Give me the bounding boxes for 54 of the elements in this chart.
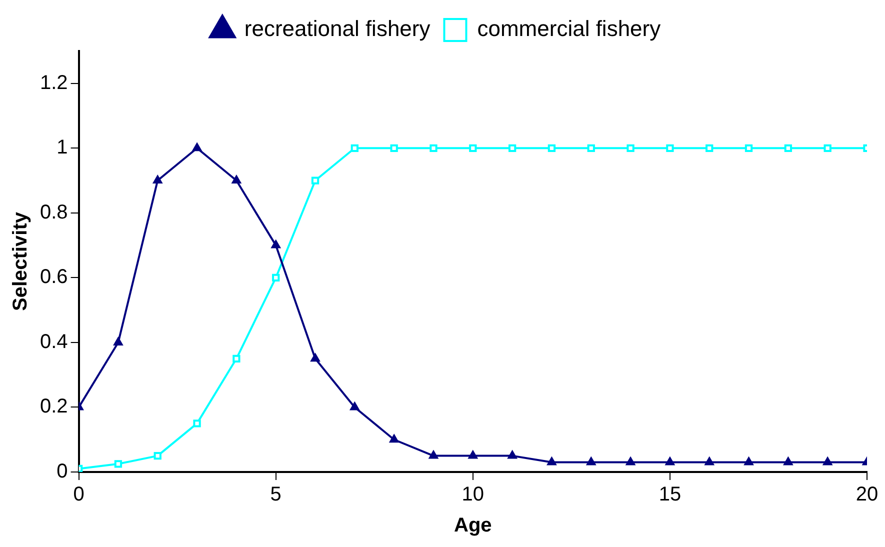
y-axis-title: Selectivity	[10, 211, 32, 311]
y-tick-label: 0	[56, 460, 68, 483]
point	[350, 402, 360, 410]
point	[113, 336, 124, 346]
point	[232, 354, 240, 362]
point	[665, 456, 675, 466]
y-tick-label: 1	[56, 136, 68, 159]
x-tick-label: 5	[270, 484, 282, 506]
point	[390, 144, 398, 152]
point	[310, 353, 320, 362]
point	[783, 456, 794, 466]
y-tick-label: 0.4	[40, 330, 68, 353]
x-tick-label: 15	[658, 484, 682, 506]
x-tick-label: 10	[462, 484, 484, 506]
point	[192, 142, 202, 152]
point	[468, 450, 478, 459]
point	[508, 144, 516, 152]
point	[546, 456, 557, 466]
point	[744, 456, 754, 466]
point	[824, 144, 832, 152]
point	[389, 434, 399, 443]
point	[430, 144, 438, 152]
x-axis-title: Age	[454, 514, 492, 537]
legend-label: commercial fishery	[477, 16, 661, 42]
y-tick-label: 0.6	[40, 266, 68, 288]
point	[154, 452, 162, 460]
point	[232, 175, 242, 184]
point	[507, 450, 518, 459]
legend-label: recreational fishery	[244, 16, 430, 42]
point	[706, 144, 714, 152]
point	[704, 456, 714, 466]
point	[626, 144, 634, 152]
point	[626, 456, 636, 466]
point	[587, 144, 595, 152]
point	[272, 274, 280, 282]
point	[428, 450, 438, 459]
point	[548, 144, 556, 152]
point	[822, 456, 832, 466]
y-tick-label: 0.8	[40, 201, 68, 224]
point	[666, 144, 674, 152]
x-tick-label: 20	[856, 484, 878, 506]
point	[744, 144, 753, 152]
point	[114, 460, 122, 468]
y-tick-label: 1.2	[40, 72, 68, 94]
y-tick-label: 0.2	[40, 396, 68, 418]
point	[193, 420, 201, 428]
point	[784, 144, 792, 152]
point	[271, 240, 281, 248]
point	[586, 456, 596, 466]
point	[152, 175, 162, 184]
x-tick-label: 0	[73, 484, 84, 506]
point	[350, 144, 358, 152]
point	[311, 176, 320, 184]
point	[469, 144, 477, 152]
